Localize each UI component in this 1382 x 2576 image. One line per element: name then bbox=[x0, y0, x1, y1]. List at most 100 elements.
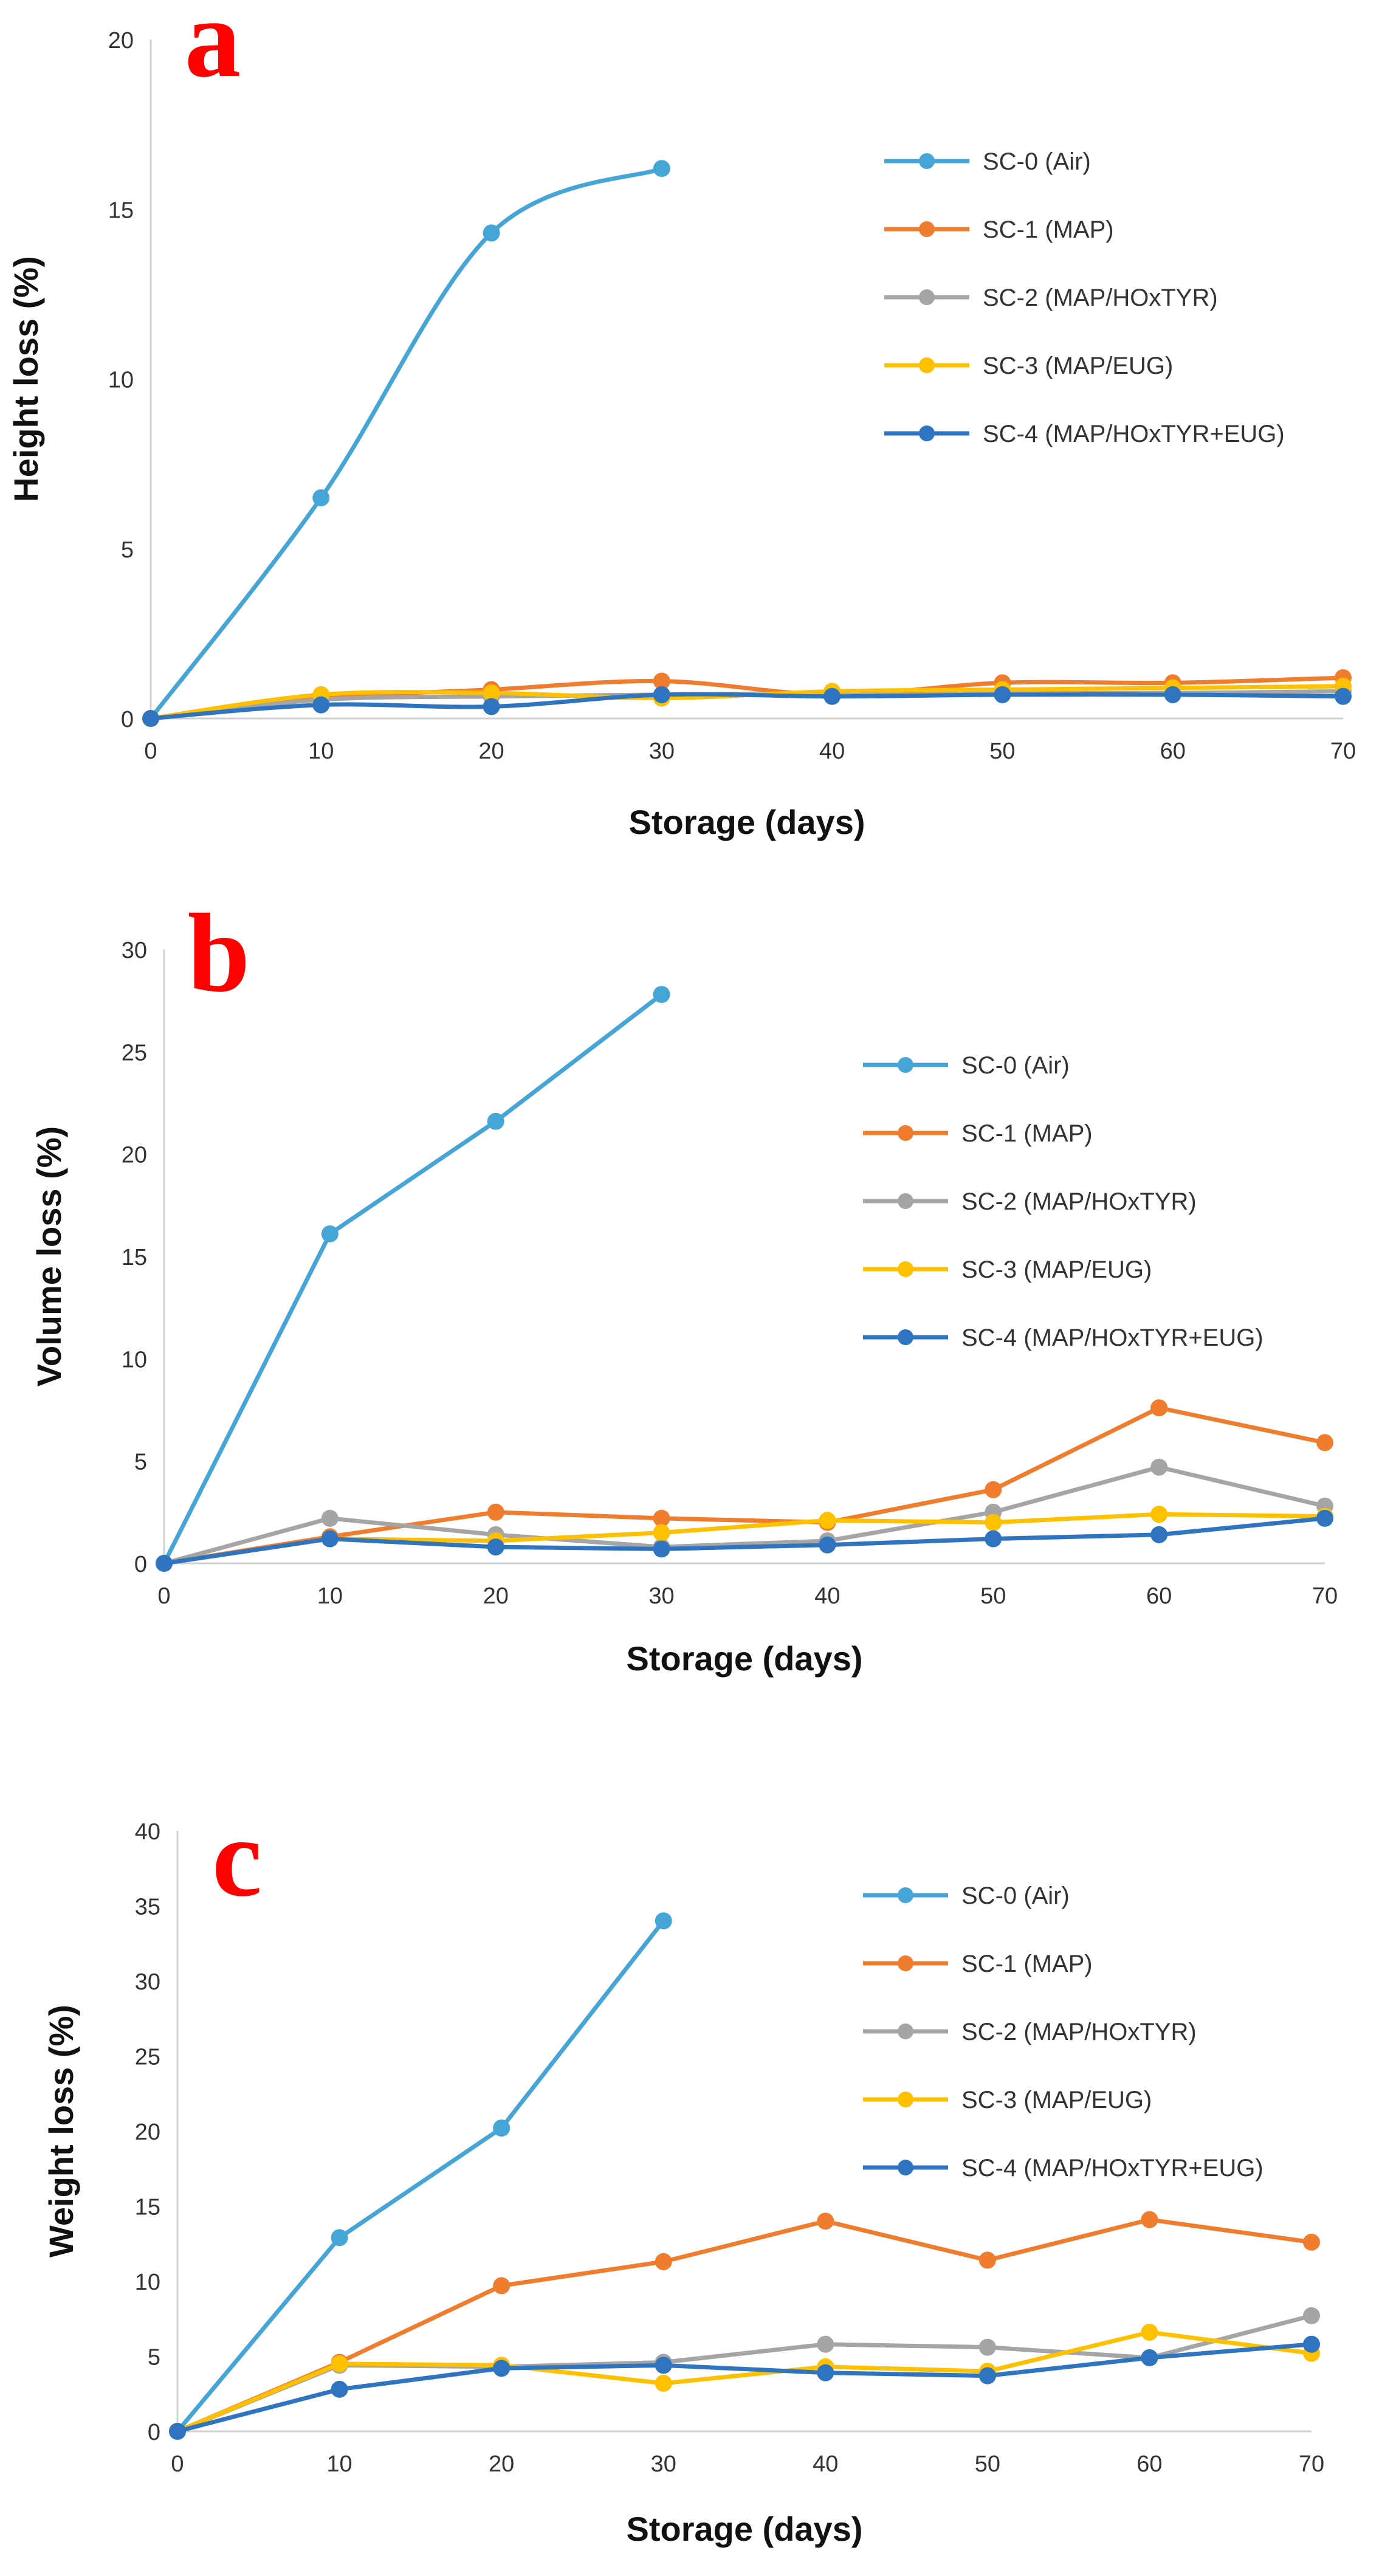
y-tick-label: 35 bbox=[135, 1895, 160, 1920]
legend-label: SC-1 (MAP) bbox=[961, 1120, 1093, 1147]
data-point bbox=[487, 1112, 504, 1130]
legend-item: SC-1 (MAP) bbox=[863, 1120, 1093, 1147]
x-axis-title: Storage (days) bbox=[629, 803, 865, 841]
panel-label: c bbox=[212, 1796, 262, 1920]
legend-swatch-marker bbox=[919, 153, 935, 169]
x-tick-label: 40 bbox=[819, 739, 845, 764]
y-tick-label: 40 bbox=[135, 1819, 160, 1845]
legend-item: SC-1 (MAP) bbox=[884, 216, 1114, 243]
data-point bbox=[994, 686, 1011, 703]
legend-label: SC-0 (Air) bbox=[961, 1882, 1070, 1909]
data-point bbox=[321, 1530, 339, 1548]
data-point bbox=[978, 2338, 996, 2356]
legend-swatch-marker bbox=[898, 1125, 913, 1141]
x-tick-label: 60 bbox=[1146, 1583, 1172, 1609]
legend: SC-0 (Air) SC-1 (MAP) SC-2 (MAP/HOxTYR) SC-… bbox=[863, 1052, 1263, 1351]
series-line bbox=[148, 166, 664, 721]
data-point bbox=[493, 2277, 511, 2295]
data-point bbox=[1141, 2211, 1158, 2228]
legend-item: SC-0 (Air) bbox=[863, 1052, 1070, 1079]
legend-swatch-marker bbox=[919, 289, 935, 305]
y-tick-label: 20 bbox=[108, 28, 134, 53]
legend-item: SC-3 (MAP/EUG) bbox=[884, 353, 1173, 379]
data-point bbox=[817, 2213, 834, 2230]
y-tick-label: 5 bbox=[121, 537, 134, 563]
series-4 bbox=[156, 1509, 1333, 1572]
x-tick-label: 10 bbox=[317, 1583, 343, 1609]
legend-swatch-marker bbox=[898, 1329, 913, 1345]
legend-label: SC-3 (MAP/EUG) bbox=[961, 1256, 1152, 1283]
legend-swatch-marker bbox=[919, 357, 935, 373]
y-tick-label: 0 bbox=[148, 2420, 160, 2445]
series-line bbox=[175, 2330, 1314, 2434]
x-tick-label: 60 bbox=[1136, 2451, 1162, 2477]
y-tick-label: 25 bbox=[122, 1040, 147, 1066]
x-tick-label: 20 bbox=[478, 739, 504, 764]
data-point bbox=[169, 2423, 186, 2440]
legend-label: SC-3 (MAP/EUG) bbox=[961, 2087, 1152, 2113]
data-point bbox=[331, 2229, 348, 2247]
x-tick-label: 0 bbox=[144, 739, 157, 764]
x-tick-label: 20 bbox=[489, 2451, 514, 2477]
panel-label: a bbox=[185, 0, 241, 101]
legend-label: SC-3 (MAP/EUG) bbox=[983, 353, 1173, 379]
y-tick-label: 15 bbox=[135, 2195, 160, 2220]
legend: SC-0 (Air) SC-1 (MAP) SC-2 (MAP/HOxTYR) SC-… bbox=[884, 148, 1285, 447]
series-line bbox=[148, 675, 1346, 721]
data-point bbox=[321, 1509, 339, 1527]
legend-item: SC-3 (MAP/EUG) bbox=[863, 1256, 1152, 1283]
data-point bbox=[1335, 687, 1352, 705]
data-point bbox=[1141, 2323, 1158, 2341]
x-tick-label: 70 bbox=[1312, 1583, 1338, 1609]
data-point bbox=[1316, 1434, 1333, 1452]
data-point bbox=[487, 1538, 504, 1556]
data-point bbox=[653, 1524, 670, 1541]
legend-label: SC-0 (Air) bbox=[983, 148, 1091, 175]
data-point bbox=[156, 1555, 173, 1572]
x-axis-title: Storage (days) bbox=[627, 2510, 863, 2548]
data-point bbox=[653, 686, 670, 703]
data-point bbox=[653, 1540, 670, 1558]
data-point bbox=[978, 2367, 996, 2385]
y-tick-label: 10 bbox=[135, 2270, 160, 2295]
y-tick-label: 10 bbox=[122, 1347, 147, 1372]
y-tick-label: 10 bbox=[108, 368, 134, 393]
y-tick-label: 5 bbox=[134, 1450, 147, 1475]
legend-swatch-marker bbox=[919, 221, 935, 237]
data-point bbox=[823, 687, 841, 705]
data-point bbox=[312, 696, 330, 714]
chart-panel-c: 0 5 10 15 20 25 30 35 40 0 10 20 30 40 50 60 70 Storage (… bbox=[42, 1796, 1324, 2548]
data-point bbox=[985, 1530, 1002, 1548]
x-tick-label: 50 bbox=[980, 1583, 1006, 1609]
x-tick-label: 30 bbox=[648, 1583, 674, 1609]
data-point bbox=[331, 2355, 348, 2372]
series-4 bbox=[142, 686, 1352, 727]
data-point bbox=[1150, 1506, 1168, 1523]
x-tick-label: 0 bbox=[171, 2451, 184, 2477]
data-point bbox=[655, 2253, 672, 2270]
series-4 bbox=[169, 2335, 1320, 2440]
legend-swatch-marker bbox=[898, 1261, 913, 1277]
x-tick-label: 10 bbox=[326, 2451, 352, 2477]
legend-label: SC-4 (MAP/HOxTYR+EUG) bbox=[961, 2155, 1263, 2182]
legend-item: SC-4 (MAP/HOxTYR+EUG) bbox=[863, 2155, 1263, 2182]
y-tick-label: 20 bbox=[135, 2120, 160, 2145]
data-point bbox=[819, 1536, 836, 1554]
x-tick-label: 0 bbox=[157, 1583, 170, 1609]
legend-swatch-marker bbox=[898, 1955, 913, 1971]
legend-swatch-marker bbox=[898, 1057, 913, 1073]
data-point bbox=[483, 224, 500, 242]
data-point bbox=[331, 2380, 348, 2398]
series-0 bbox=[169, 1912, 672, 2440]
data-point bbox=[1150, 1526, 1168, 1543]
data-point bbox=[653, 160, 670, 177]
x-tick-label: 10 bbox=[308, 739, 334, 764]
x-tick-label: 40 bbox=[814, 1583, 840, 1609]
y-tick-label: 25 bbox=[135, 2045, 160, 2070]
y-tick-label: 0 bbox=[134, 1552, 147, 1577]
panel-label: b bbox=[188, 891, 250, 1016]
legend-swatch-marker bbox=[898, 2092, 913, 2107]
legend-label: SC-2 (MAP/HOxTYR) bbox=[961, 1188, 1197, 1215]
legend-item: SC-3 (MAP/EUG) bbox=[863, 2087, 1152, 2113]
